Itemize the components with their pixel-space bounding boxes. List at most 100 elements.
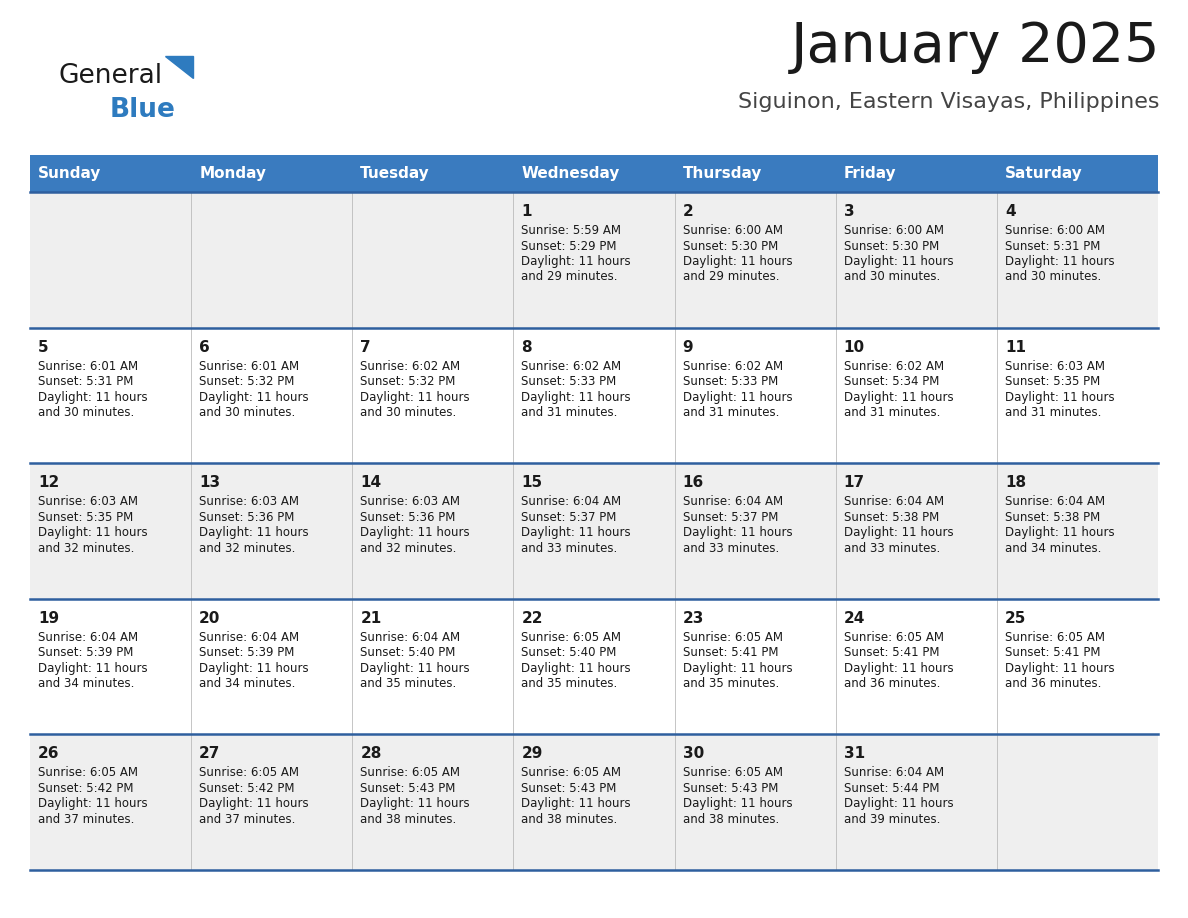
Text: Sunset: 5:29 PM: Sunset: 5:29 PM: [522, 240, 617, 252]
Text: Sunrise: 6:05 AM: Sunrise: 6:05 AM: [683, 767, 783, 779]
Text: 15: 15: [522, 476, 543, 490]
Text: Daylight: 11 hours: Daylight: 11 hours: [843, 255, 953, 268]
Text: and 31 minutes.: and 31 minutes.: [843, 406, 940, 420]
Text: Sunset: 5:30 PM: Sunset: 5:30 PM: [683, 240, 778, 252]
Text: Monday: Monday: [200, 166, 266, 181]
Text: and 34 minutes.: and 34 minutes.: [1005, 542, 1101, 554]
Text: Sunset: 5:39 PM: Sunset: 5:39 PM: [200, 646, 295, 659]
Text: Sunset: 5:43 PM: Sunset: 5:43 PM: [360, 782, 456, 795]
Text: Sunrise: 6:00 AM: Sunrise: 6:00 AM: [683, 224, 783, 237]
Text: Sunset: 5:36 PM: Sunset: 5:36 PM: [360, 510, 456, 523]
Text: and 32 minutes.: and 32 minutes.: [360, 542, 456, 554]
Text: Daylight: 11 hours: Daylight: 11 hours: [360, 526, 470, 539]
Polygon shape: [165, 56, 192, 78]
Text: Daylight: 11 hours: Daylight: 11 hours: [38, 526, 147, 539]
Text: 24: 24: [843, 610, 865, 626]
Text: Sunset: 5:35 PM: Sunset: 5:35 PM: [1005, 375, 1100, 388]
Text: and 38 minutes.: and 38 minutes.: [522, 813, 618, 826]
Text: Daylight: 11 hours: Daylight: 11 hours: [683, 526, 792, 539]
Text: and 30 minutes.: and 30 minutes.: [360, 406, 456, 420]
Text: Sunrise: 6:00 AM: Sunrise: 6:00 AM: [1005, 224, 1105, 237]
Text: Sunset: 5:41 PM: Sunset: 5:41 PM: [683, 646, 778, 659]
Text: Sunrise: 6:05 AM: Sunrise: 6:05 AM: [38, 767, 138, 779]
Text: Sunset: 5:30 PM: Sunset: 5:30 PM: [843, 240, 939, 252]
Text: and 35 minutes.: and 35 minutes.: [683, 677, 779, 690]
Text: Sunset: 5:41 PM: Sunset: 5:41 PM: [1005, 646, 1100, 659]
Text: Sunrise: 6:02 AM: Sunrise: 6:02 AM: [843, 360, 943, 373]
Text: Daylight: 11 hours: Daylight: 11 hours: [200, 390, 309, 404]
Text: Daylight: 11 hours: Daylight: 11 hours: [683, 662, 792, 675]
Text: Daylight: 11 hours: Daylight: 11 hours: [683, 255, 792, 268]
Text: 22: 22: [522, 610, 543, 626]
Text: Sunrise: 6:03 AM: Sunrise: 6:03 AM: [38, 495, 138, 509]
Text: and 32 minutes.: and 32 minutes.: [200, 542, 296, 554]
Text: Sunrise: 6:05 AM: Sunrise: 6:05 AM: [522, 767, 621, 779]
Text: Sunset: 5:39 PM: Sunset: 5:39 PM: [38, 646, 133, 659]
Text: 14: 14: [360, 476, 381, 490]
Text: Sunrise: 6:02 AM: Sunrise: 6:02 AM: [522, 360, 621, 373]
Text: Sunset: 5:31 PM: Sunset: 5:31 PM: [1005, 240, 1100, 252]
Text: Daylight: 11 hours: Daylight: 11 hours: [1005, 255, 1114, 268]
Text: and 35 minutes.: and 35 minutes.: [522, 677, 618, 690]
Bar: [30, 734, 1158, 870]
Text: Daylight: 11 hours: Daylight: 11 hours: [843, 526, 953, 539]
Text: and 38 minutes.: and 38 minutes.: [683, 813, 779, 826]
Text: Sunday: Sunday: [38, 166, 101, 181]
Text: and 36 minutes.: and 36 minutes.: [1005, 677, 1101, 690]
Text: and 29 minutes.: and 29 minutes.: [522, 271, 618, 284]
Text: Sunset: 5:41 PM: Sunset: 5:41 PM: [843, 646, 940, 659]
Text: Sunset: 5:40 PM: Sunset: 5:40 PM: [522, 646, 617, 659]
Text: and 34 minutes.: and 34 minutes.: [38, 677, 134, 690]
Text: Daylight: 11 hours: Daylight: 11 hours: [522, 255, 631, 268]
Text: and 31 minutes.: and 31 minutes.: [522, 406, 618, 420]
Text: Sunset: 5:43 PM: Sunset: 5:43 PM: [683, 782, 778, 795]
Text: and 35 minutes.: and 35 minutes.: [360, 677, 456, 690]
Text: and 30 minutes.: and 30 minutes.: [1005, 271, 1101, 284]
Text: and 30 minutes.: and 30 minutes.: [843, 271, 940, 284]
Text: Friday: Friday: [843, 166, 896, 181]
Text: 10: 10: [843, 340, 865, 354]
Text: Sunset: 5:38 PM: Sunset: 5:38 PM: [1005, 510, 1100, 523]
Text: 16: 16: [683, 476, 703, 490]
Text: 7: 7: [360, 340, 371, 354]
Bar: [30, 155, 1158, 192]
Text: Sunset: 5:43 PM: Sunset: 5:43 PM: [522, 782, 617, 795]
Text: and 30 minutes.: and 30 minutes.: [200, 406, 296, 420]
Text: and 30 minutes.: and 30 minutes.: [38, 406, 134, 420]
Text: and 37 minutes.: and 37 minutes.: [38, 813, 134, 826]
Text: Daylight: 11 hours: Daylight: 11 hours: [683, 390, 792, 404]
Text: Thursday: Thursday: [683, 166, 762, 181]
Text: Sunset: 5:44 PM: Sunset: 5:44 PM: [843, 782, 940, 795]
Text: and 37 minutes.: and 37 minutes.: [200, 813, 296, 826]
Text: 17: 17: [843, 476, 865, 490]
Text: and 36 minutes.: and 36 minutes.: [843, 677, 940, 690]
Text: 13: 13: [200, 476, 220, 490]
Text: 27: 27: [200, 746, 221, 761]
Text: Sunrise: 6:01 AM: Sunrise: 6:01 AM: [200, 360, 299, 373]
Text: Sunrise: 6:05 AM: Sunrise: 6:05 AM: [200, 767, 299, 779]
Text: 8: 8: [522, 340, 532, 354]
Text: 25: 25: [1005, 610, 1026, 626]
Text: January 2025: January 2025: [790, 20, 1159, 74]
Text: Sunrise: 5:59 AM: Sunrise: 5:59 AM: [522, 224, 621, 237]
Text: 5: 5: [38, 340, 49, 354]
Text: Siguinon, Eastern Visayas, Philippines: Siguinon, Eastern Visayas, Philippines: [739, 92, 1159, 112]
Text: 23: 23: [683, 610, 704, 626]
Text: Sunrise: 6:03 AM: Sunrise: 6:03 AM: [1005, 360, 1105, 373]
Text: Daylight: 11 hours: Daylight: 11 hours: [360, 390, 470, 404]
Bar: [30, 599, 1158, 734]
Text: Sunrise: 6:04 AM: Sunrise: 6:04 AM: [360, 631, 461, 644]
Text: Daylight: 11 hours: Daylight: 11 hours: [843, 662, 953, 675]
Text: and 33 minutes.: and 33 minutes.: [843, 542, 940, 554]
Text: 19: 19: [38, 610, 59, 626]
Text: Sunset: 5:31 PM: Sunset: 5:31 PM: [38, 375, 133, 388]
Text: Daylight: 11 hours: Daylight: 11 hours: [522, 798, 631, 811]
Text: 18: 18: [1005, 476, 1026, 490]
Text: 3: 3: [843, 204, 854, 219]
Bar: [30, 464, 1158, 599]
Text: Sunrise: 6:05 AM: Sunrise: 6:05 AM: [522, 631, 621, 644]
Text: Blue: Blue: [110, 97, 176, 123]
Text: Sunset: 5:37 PM: Sunset: 5:37 PM: [683, 510, 778, 523]
Text: Sunset: 5:33 PM: Sunset: 5:33 PM: [522, 375, 617, 388]
Text: Daylight: 11 hours: Daylight: 11 hours: [200, 798, 309, 811]
